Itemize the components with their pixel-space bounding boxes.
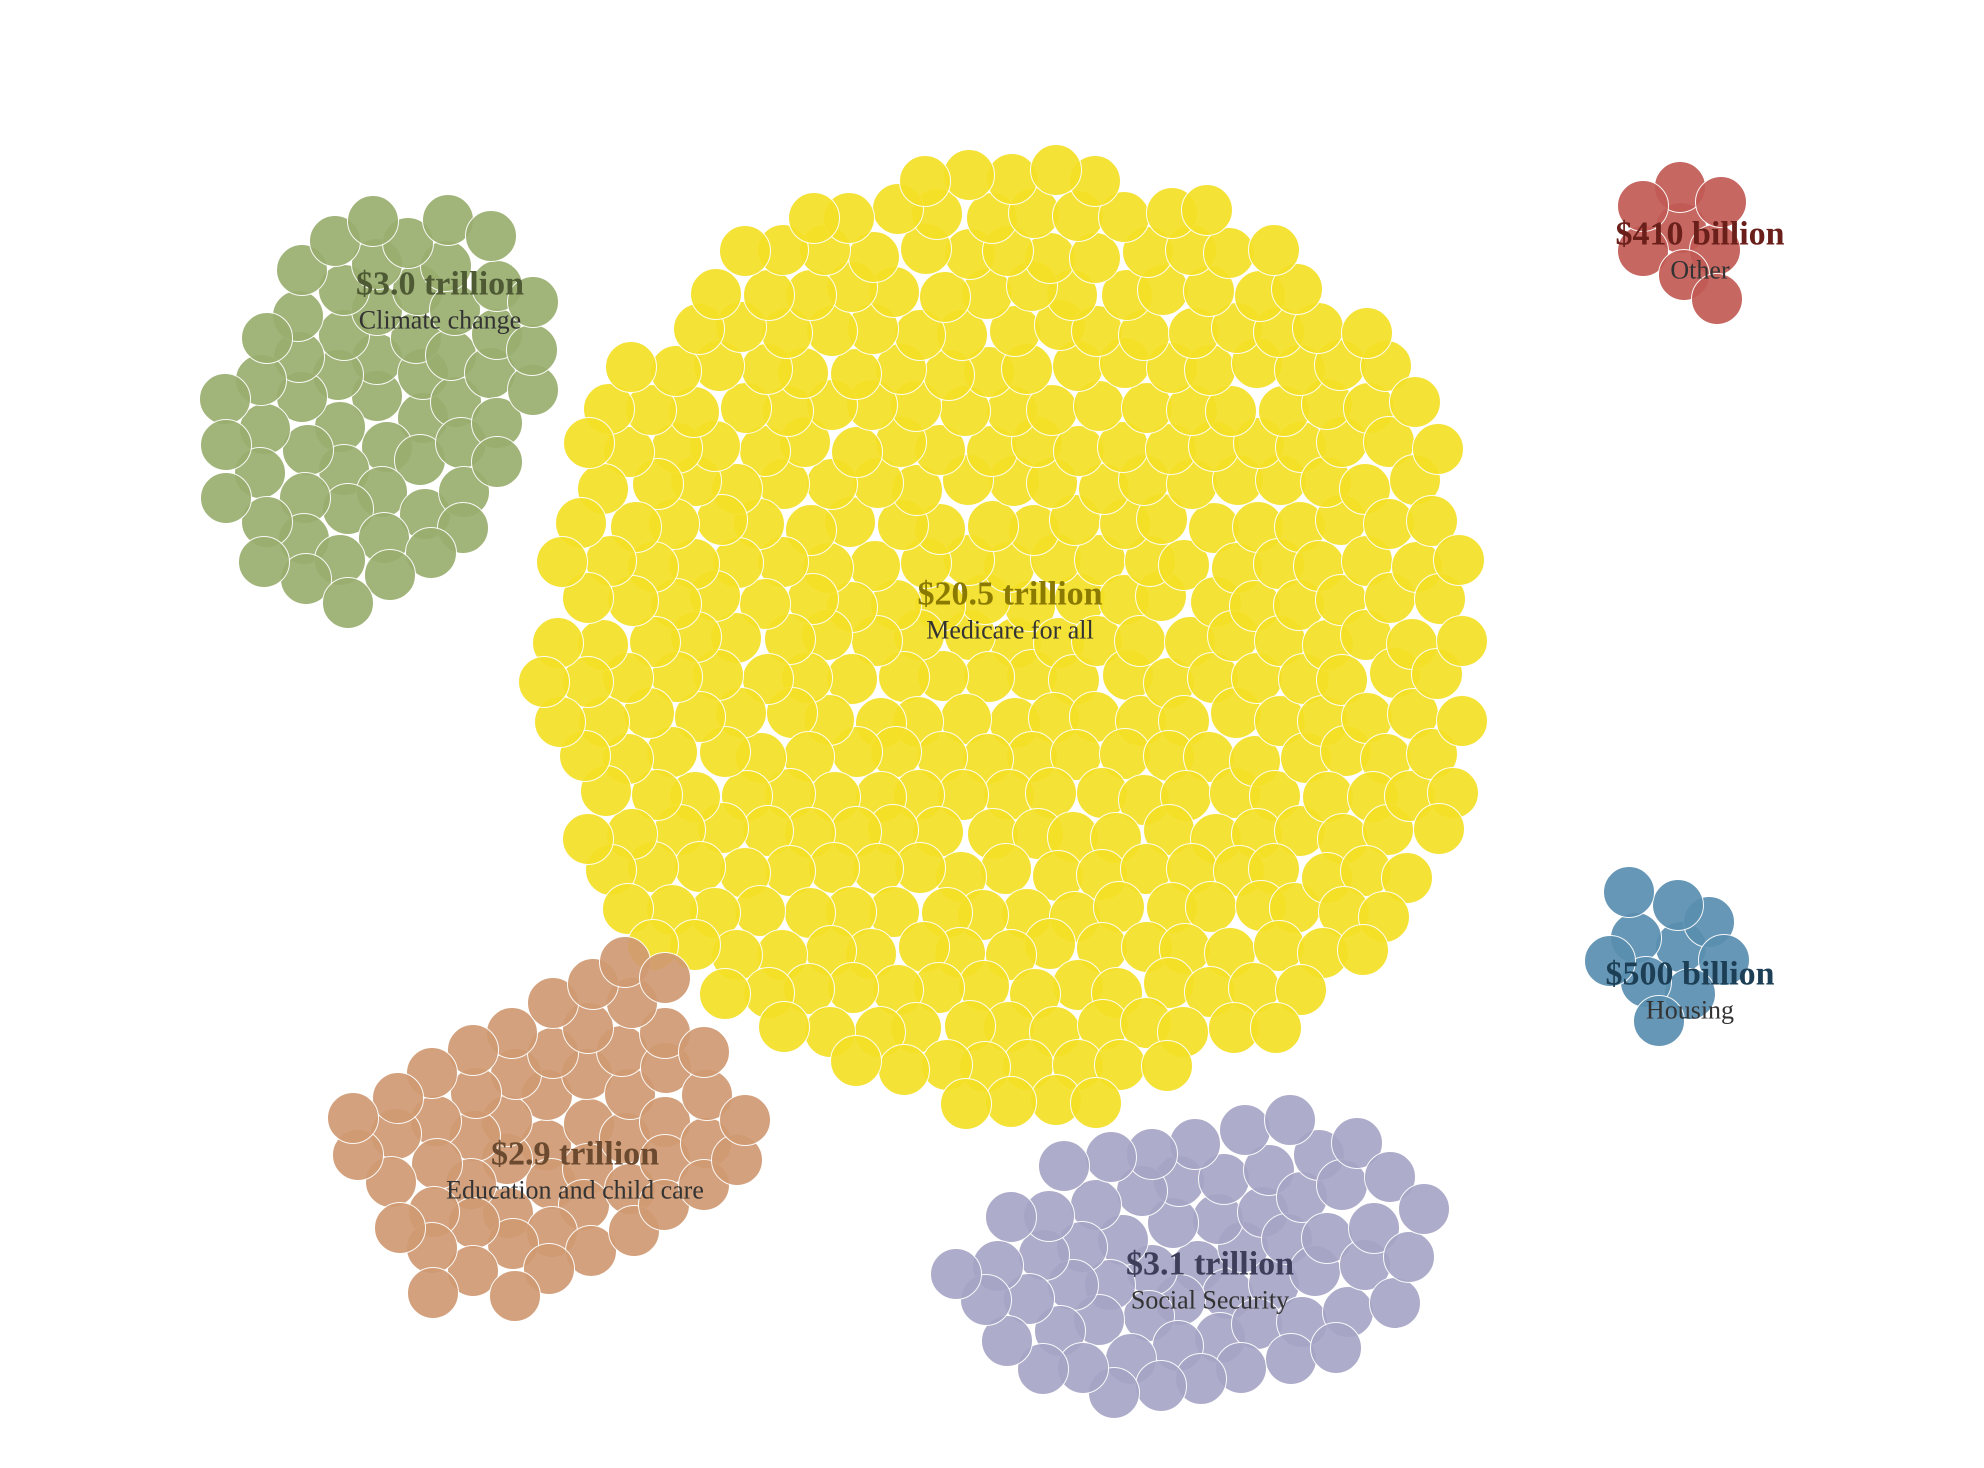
climate-dot <box>506 324 558 376</box>
medicare-dot <box>788 192 840 244</box>
climate-dot <box>238 536 290 588</box>
climate-dot <box>200 419 252 471</box>
housing-dot <box>1633 995 1685 1047</box>
medicare-dot <box>831 426 883 478</box>
social_security-dot <box>1398 1183 1450 1235</box>
education-dot <box>678 1026 730 1078</box>
medicare-dot <box>1413 803 1465 855</box>
education-dot <box>372 1072 424 1124</box>
medicare-dot <box>758 1001 810 1053</box>
medicare-dot <box>1337 924 1389 976</box>
education-dot <box>639 952 691 1004</box>
medicare-dot <box>1389 376 1441 428</box>
housing-dot <box>1603 866 1655 918</box>
social_security-dot <box>1265 1333 1317 1385</box>
education-dot <box>489 1270 541 1322</box>
housing-dot <box>1652 879 1704 931</box>
climate-dot <box>347 195 399 247</box>
social_security-dot <box>1383 1231 1435 1283</box>
social_security-dot <box>930 1248 982 1300</box>
education-dot <box>327 1092 379 1144</box>
climate-dot <box>507 276 559 328</box>
medicare-dot <box>985 1076 1037 1128</box>
medicare-dot <box>1433 534 1485 586</box>
medicare-dot <box>563 417 615 469</box>
climate-dot <box>465 210 517 262</box>
medicare-dot <box>830 1035 882 1087</box>
medicare-dot <box>1030 144 1082 196</box>
medicare-dot <box>699 968 751 1020</box>
medicare-dot <box>518 656 570 708</box>
other-dot <box>1617 180 1669 232</box>
medicare-dot <box>1250 1002 1302 1054</box>
other-dot <box>1691 273 1743 325</box>
medicare-dot <box>1070 1077 1122 1129</box>
medicare-dot <box>690 268 742 320</box>
education-dot <box>719 1094 771 1146</box>
medicare-dot <box>605 341 657 393</box>
other-dot <box>1695 176 1747 228</box>
social_security-dot <box>1310 1322 1362 1374</box>
education-dot <box>374 1202 426 1254</box>
medicare-dot <box>940 1078 992 1130</box>
medicare-dot <box>878 1044 930 1096</box>
social_security-dot <box>1264 1094 1316 1146</box>
climate-dot <box>200 472 252 524</box>
housing-dot <box>1584 935 1636 987</box>
social_security-dot <box>1369 1277 1421 1329</box>
social_security-dot <box>1038 1140 1090 1192</box>
medicare-dot <box>967 500 1019 552</box>
bubble-cluster-chart: $20.5 trillionMedicare for all$3.0 trill… <box>0 0 1984 1468</box>
climate-dot <box>199 373 251 425</box>
medicare-dot <box>1248 224 1300 276</box>
medicare-dot <box>1141 1040 1193 1092</box>
medicare-dot <box>899 155 951 207</box>
medicare-dot <box>743 269 795 321</box>
education-dot <box>407 1267 459 1319</box>
social_security-dot <box>985 1191 1037 1243</box>
medicare-dot <box>562 813 614 865</box>
medicare-dot <box>536 536 588 588</box>
medicare-dot <box>1436 695 1488 747</box>
climate-dot <box>322 577 374 629</box>
medicare-dot <box>1436 615 1488 667</box>
social_security-dot <box>1219 1104 1271 1156</box>
medicare-dot <box>1181 184 1233 236</box>
climate-dot <box>471 436 523 488</box>
medicare-dot <box>1412 423 1464 475</box>
social_security-dot <box>1135 1360 1187 1412</box>
